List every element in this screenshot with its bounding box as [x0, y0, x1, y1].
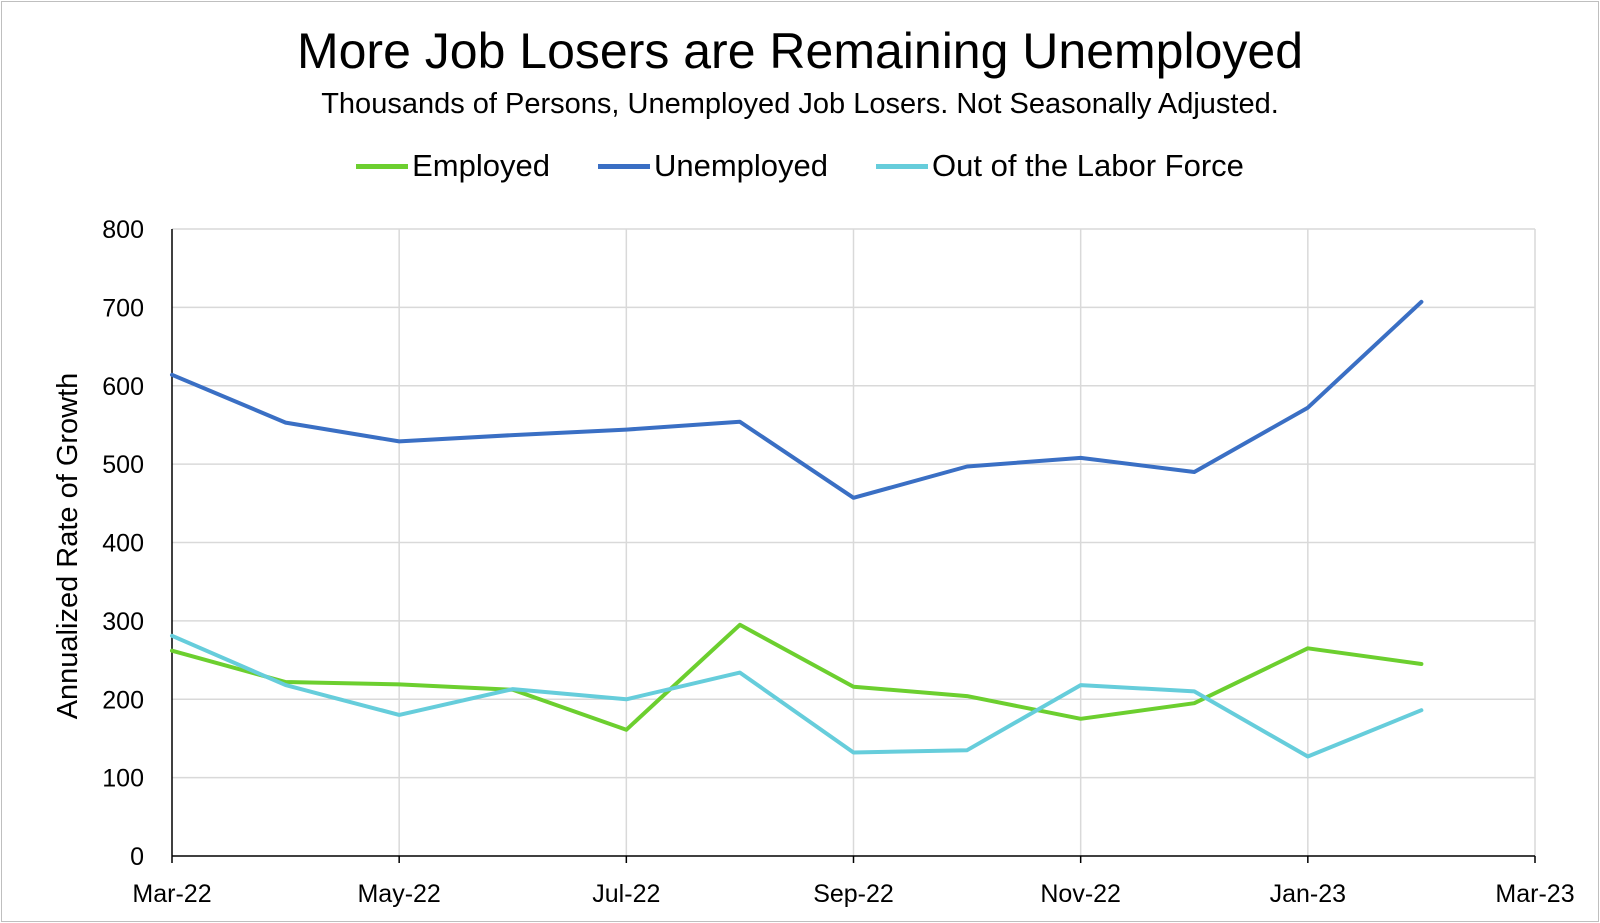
legend-swatch-employed	[356, 163, 409, 169]
y-tick-label: 300	[102, 608, 144, 636]
y-tick-label: 500	[102, 451, 144, 479]
legend-item-unemployed: Unemployed	[597, 148, 828, 184]
chart-subtitle: Thousands of Persons, Unemployed Job Los…	[321, 88, 1279, 120]
x-tick-label: Sep-22	[813, 880, 894, 908]
series-line-employed	[170, 622, 1424, 732]
series-layer	[170, 299, 1424, 759]
legend-swatch-unemployed	[597, 163, 650, 169]
legend: Employed Unemployed Out of the Labor For…	[0, 148, 1600, 184]
y-tick-label: 100	[102, 765, 144, 793]
y-tick-label: 800	[102, 216, 144, 244]
y-tick-label: 700	[102, 294, 144, 322]
legend-item-employed: Employed	[356, 148, 550, 184]
y-axis-title: Annualized Rate of Growth	[52, 373, 84, 720]
x-tick-label: Jan-23	[1270, 880, 1346, 908]
series-line-unemployed	[170, 299, 1424, 500]
series-line-out-of-the-labor-force	[170, 633, 1424, 759]
x-tick-label: May-22	[357, 880, 440, 908]
axes-layer	[171, 229, 1536, 863]
legend-swatch-out-of-labor-force	[876, 163, 928, 169]
y-tick-label: 0	[130, 843, 144, 871]
x-tick-label: Nov-22	[1040, 880, 1121, 908]
x-tick-label: Mar-22	[132, 880, 211, 908]
y-tick-label: 200	[102, 686, 144, 714]
labels-layer: 0 100 200 300 400 500 600 700 800 Mar-22 May-22 Jul…	[102, 216, 1574, 908]
y-tick-label: 400	[102, 530, 144, 558]
legend-label-out-of-labor-force: Out of the Labor Force	[932, 148, 1244, 183]
chart-title: More Job Losers are Remaining Unemployed	[296, 23, 1304, 79]
legend-label-unemployed: Unemployed	[653, 148, 828, 183]
y-tick-label: 600	[102, 373, 144, 401]
grid-layer	[172, 228, 1536, 856]
x-tick-label: Mar-23	[1495, 880, 1574, 908]
legend-label-employed: Employed	[412, 148, 550, 183]
legend-item-out-of-labor-force: Out of the Labor Force	[876, 148, 1244, 184]
x-tick-label: Jul-22	[592, 880, 660, 908]
